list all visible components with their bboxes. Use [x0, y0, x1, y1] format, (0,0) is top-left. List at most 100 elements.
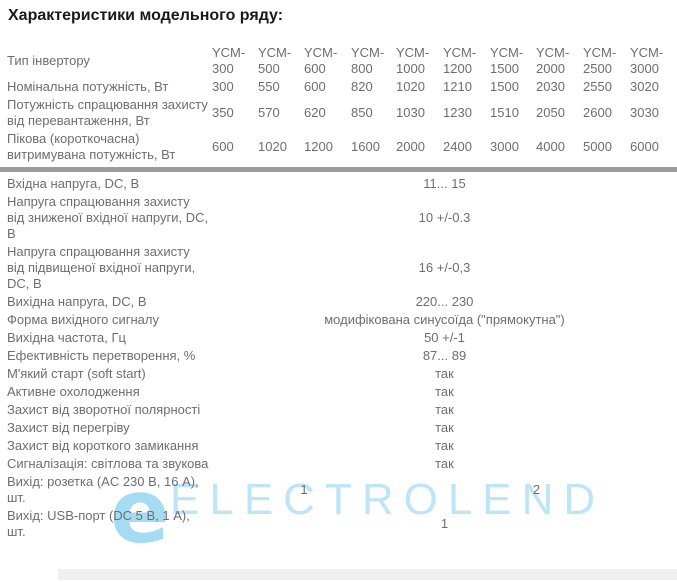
value-cell: 1510: [490, 105, 519, 120]
value-cell: 2000: [396, 139, 425, 154]
row-label: Захист від короткого замикання: [7, 438, 199, 453]
value-cell: 1030: [396, 105, 425, 120]
spec-table: Тип інвертору YCM-300 YCM-500 YCM-600 YCM-80…: [0, 44, 677, 541]
value-cell: 5000: [583, 139, 612, 154]
table-row: Пікова (короткочасна) витримувана потужн…: [0, 130, 677, 164]
merged-value-cell: так: [435, 456, 454, 471]
bottom-divider: [58, 569, 677, 580]
table-row: Потужність спрацювання захисту від перев…: [0, 96, 677, 130]
row-label: М'який старт (soft start): [7, 366, 146, 381]
merged-value-cell: 2: [532, 482, 541, 497]
value-cell: 570: [258, 105, 280, 120]
value-cell: 600: [304, 79, 326, 94]
value-cell: 820: [351, 79, 373, 94]
row-label: Тип інвертору: [7, 53, 90, 68]
row-label: Пікова (короткочасна) витримувана потужн…: [7, 131, 176, 162]
value-cell: YCM-3000: [630, 45, 664, 76]
value-cell: 1230: [443, 105, 472, 120]
row-label: Захист від перегріву: [7, 420, 130, 435]
table-row: Вихід: USB-порт (DC 5 В, 1 А), шт. 1: [0, 507, 677, 541]
merged-value-cell: модифікована синусоїда ("прямокутна"): [324, 312, 565, 327]
value-cell: 2400: [443, 139, 472, 154]
row-label: Напруга спрацювання захисту від зниженої…: [7, 194, 209, 241]
merged-value-cell: 10 +/-0.3: [418, 210, 471, 225]
value-cell: 6000: [630, 139, 659, 154]
table-row: Номінальна потужність, Вт 300 550 600 820 102…: [0, 78, 677, 96]
page-title: Характеристики модельного ряду:: [8, 7, 284, 24]
table-row: Активне охолодження так: [0, 383, 677, 401]
table-row: Сигналізація: світлова та звукова так: [0, 455, 677, 473]
value-cell: 1500: [490, 79, 519, 94]
merged-value-cell: 50 +/-1: [424, 330, 465, 345]
value-cell: YCM-1000: [396, 45, 430, 76]
row-label: Потужність спрацювання захисту від перев…: [7, 97, 208, 128]
value-cell: YCM-2500: [583, 45, 617, 76]
value-cell: YCM-500: [258, 45, 292, 76]
value-cell: 3020: [630, 79, 659, 94]
value-cell: 3000: [490, 139, 519, 154]
merged-value-cell: 220... 230: [415, 294, 474, 309]
value-cell: 1200: [304, 139, 333, 154]
row-label: Вихідна напруга, DC, В: [7, 294, 147, 309]
table-row: Захист від короткого замикання так: [0, 437, 677, 455]
row-label: Вихід: USB-порт (DC 5 В, 1 А), шт.: [7, 508, 190, 539]
row-label: Форма вихідного сигналу: [7, 312, 159, 327]
value-cell: 2550: [583, 79, 612, 94]
value-cell: 350: [212, 105, 234, 120]
value-cell: 1020: [396, 79, 425, 94]
section-divider-cell: [0, 164, 677, 175]
merged-value-cell: так: [435, 384, 454, 399]
table-row: Форма вихідного сигналу модифікована сину…: [0, 311, 677, 329]
value-cell: 2600: [583, 105, 612, 120]
value-cell: YCM-300: [212, 45, 246, 76]
value-cell: 2030: [536, 79, 565, 94]
merged-value-cell: так: [435, 402, 454, 417]
value-cell: 300: [212, 79, 234, 94]
row-label: Захист від зворотної полярності: [7, 402, 201, 417]
row-label: Активне охолодження: [7, 384, 140, 399]
value-cell: 4000: [536, 139, 565, 154]
merged-value-cell: так: [435, 438, 454, 453]
table-row: Вихід: розетка (AC 230 В, 16 А), шт. 1 2: [0, 473, 677, 507]
table-row: Тип інвертору YCM-300 YCM-500 YCM-600 YCM-80…: [0, 44, 677, 78]
row-label: Напруга спрацювання захисту від підвищен…: [7, 244, 196, 291]
table-row: Вхідна напруга, DC, В 11... 15: [0, 175, 677, 193]
value-cell: 600: [212, 139, 234, 154]
table-row: Захист від перегріву так: [0, 419, 677, 437]
section-divider: [0, 167, 677, 172]
table-row: Вихідна частота, Гц 50 +/-1: [0, 329, 677, 347]
value-cell: YCM-800: [351, 45, 385, 76]
merged-value-cell: 11... 15: [423, 176, 466, 191]
row-label: Вихідна частота, Гц: [7, 330, 126, 345]
merged-value-cell: 87... 89: [422, 348, 467, 363]
value-cell: 620: [304, 105, 326, 120]
value-cell: 1210: [443, 79, 472, 94]
table-row: Захист від зворотної полярності так: [0, 401, 677, 419]
merged-value-cell: 1: [440, 516, 449, 531]
value-cell: 550: [258, 79, 280, 94]
value-cell: YCM-600: [304, 45, 338, 76]
table-row: Напруга спрацювання захисту від зниженої…: [0, 193, 677, 243]
value-cell: 1020: [258, 139, 287, 154]
value-cell: 2050: [536, 105, 565, 120]
merged-value-cell: 1: [300, 482, 308, 497]
row-label: Номінальна потужність, Вт: [7, 79, 169, 94]
table-row: Вихідна напруга, DC, В 220... 230: [0, 293, 677, 311]
value-cell: YCM-2000: [536, 45, 570, 76]
table-row: Ефективність перетворення, % 87... 89: [0, 347, 677, 365]
value-cell: YCM-1200: [443, 45, 477, 76]
separator-row: [0, 164, 677, 175]
row-label: Вхідна напруга, DC, В: [7, 176, 140, 191]
table-row: М'який старт (soft start) так: [0, 365, 677, 383]
spec-table-body: Тип інвертору YCM-300 YCM-500 YCM-600 YCM-80…: [0, 44, 677, 541]
value-cell: 1600: [351, 139, 380, 154]
value-cell: 850: [351, 105, 373, 120]
value-cell: 3030: [630, 105, 659, 120]
table-row: Напруга спрацювання захисту від підвищен…: [0, 243, 677, 293]
row-label: Вихід: розетка (AC 230 В, 16 А), шт.: [7, 474, 199, 505]
merged-value-cell: так: [435, 366, 454, 381]
value-cell: YCM-1500: [490, 45, 524, 76]
row-label: Сигналізація: світлова та звукова: [7, 456, 209, 471]
merged-value-cell: так: [435, 420, 454, 435]
merged-value-cell: 16 +/-0,3: [418, 260, 471, 275]
